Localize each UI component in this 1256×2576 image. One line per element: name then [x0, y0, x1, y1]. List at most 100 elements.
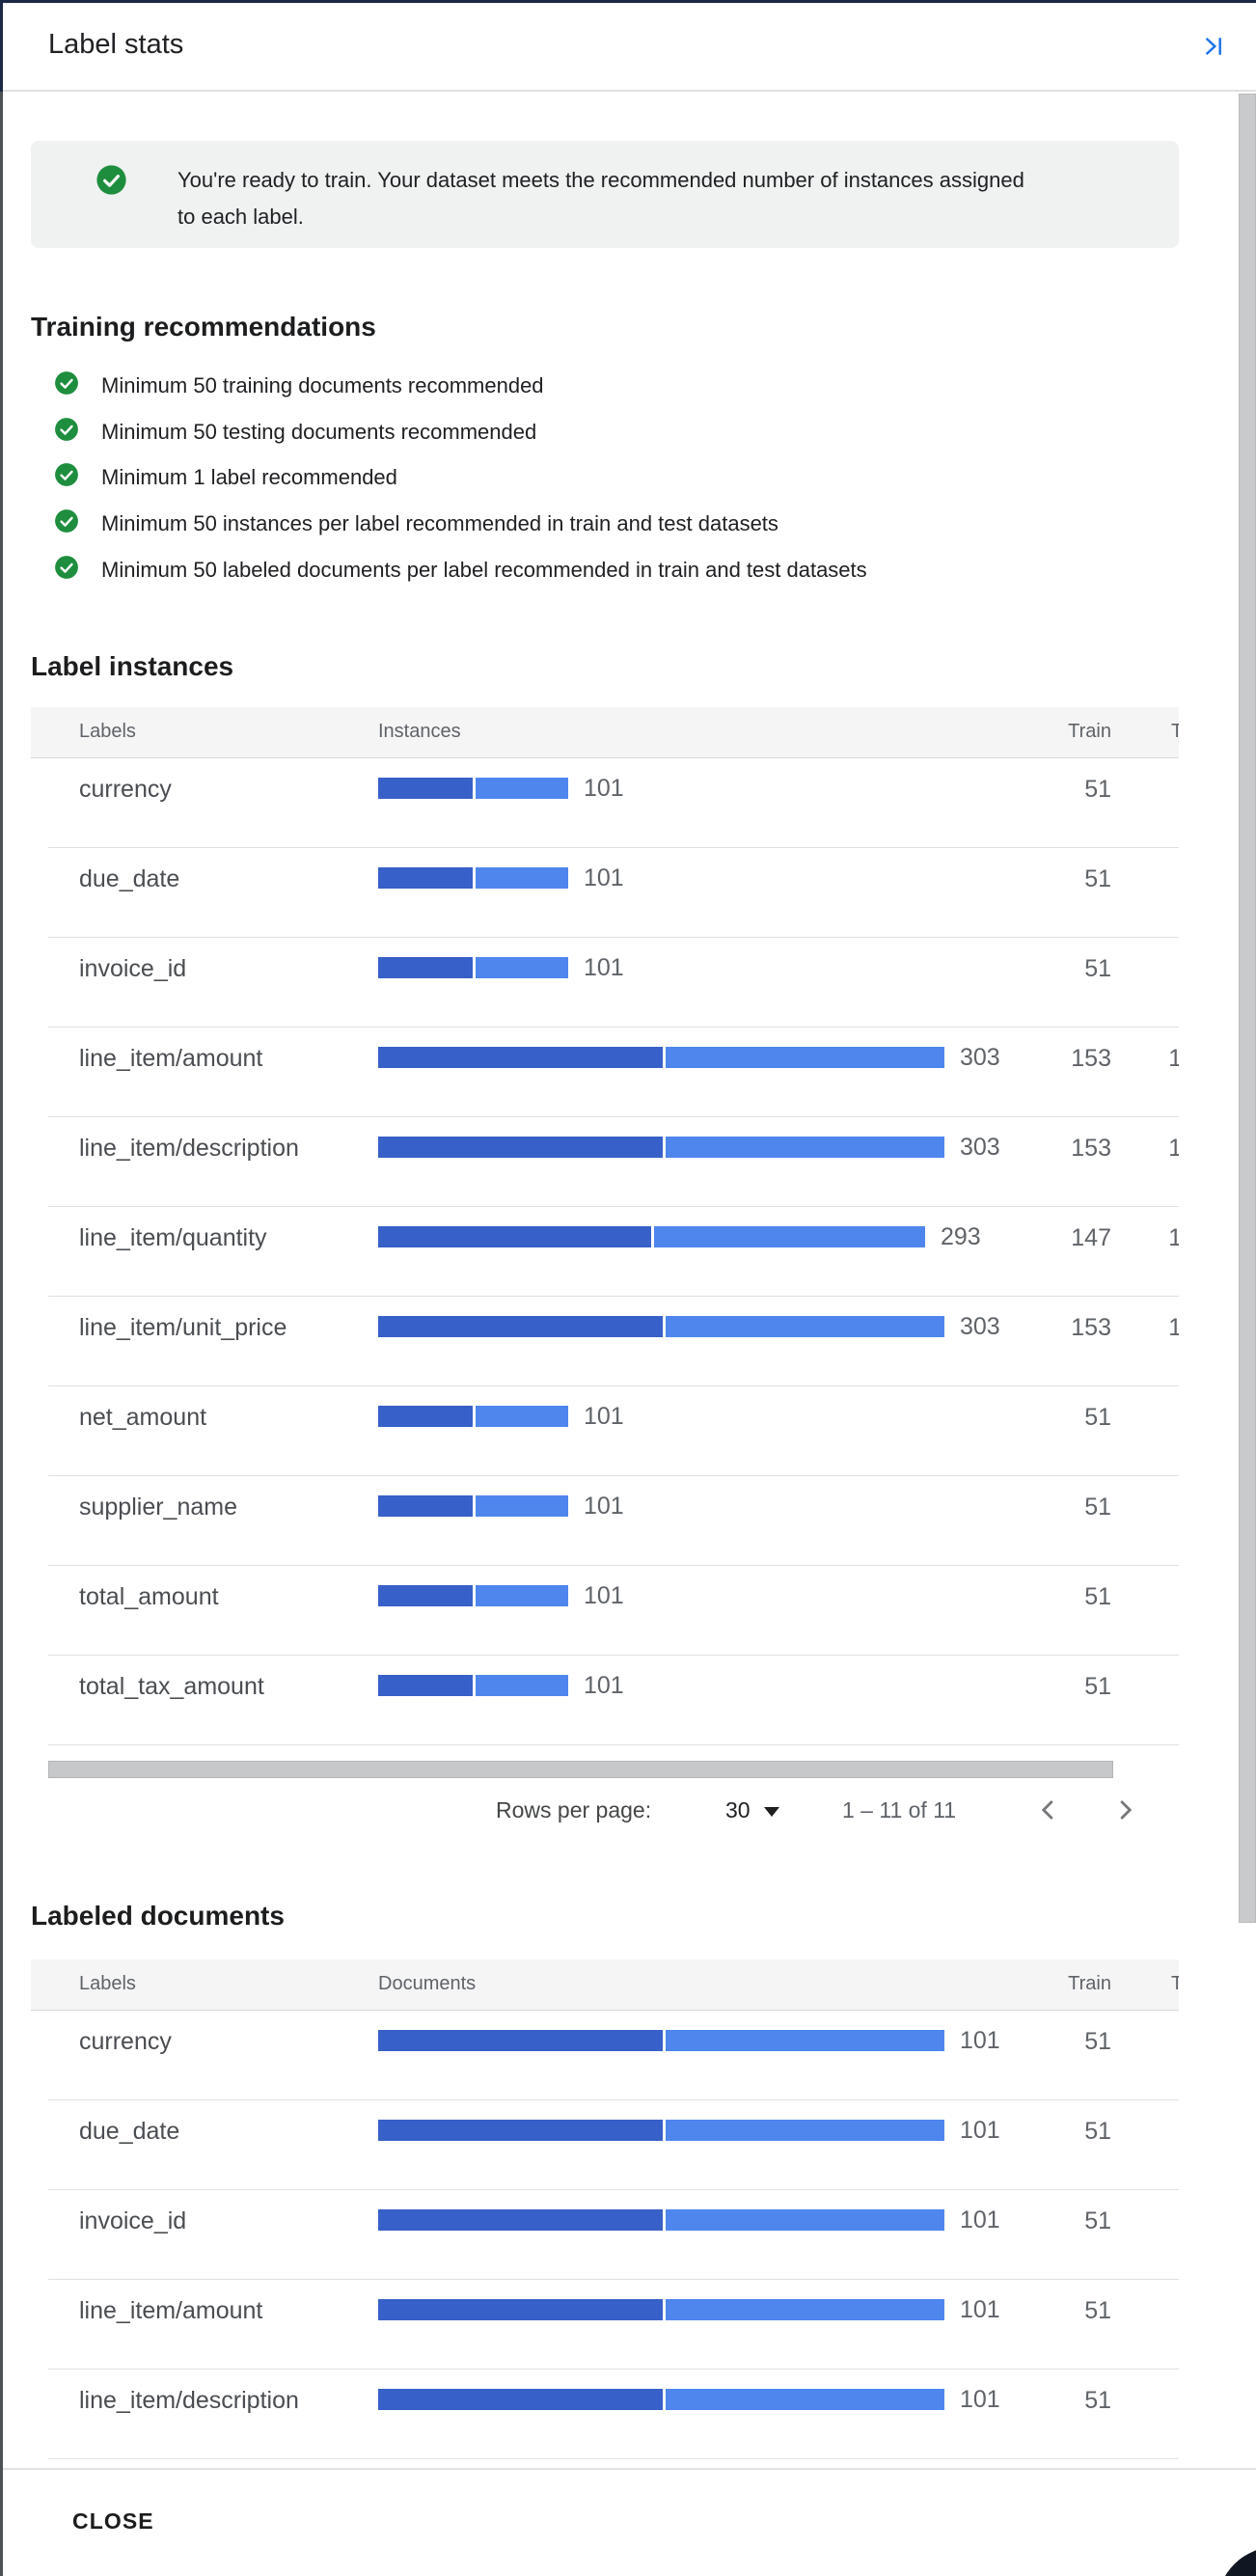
train-value: 51: [1084, 865, 1111, 892]
table-row: currency 101 5150: [31, 2011, 1179, 2100]
instances-bar: 101: [378, 1403, 624, 1430]
row-divider: [48, 1296, 1179, 1297]
bar-value: 101: [584, 1671, 624, 1699]
bar-value: 101: [584, 1492, 624, 1520]
close-button[interactable]: CLOSE: [58, 2497, 169, 2546]
instances-bar: 101: [378, 2027, 1000, 2054]
rows-per-page-label: Rows per page:: [496, 1797, 652, 1822]
bar-value: 101: [960, 2206, 1000, 2233]
test-bar-segment: [666, 1316, 944, 1337]
train-bar-segment: [378, 2209, 663, 2231]
test-bar-segment: [476, 1406, 568, 1427]
check-circle-icon: [54, 555, 79, 586]
row-label: line_item/description: [79, 2387, 299, 2414]
bar-value: 101: [584, 863, 624, 891]
table-header-row: Labels Instances Train Test: [31, 707, 1179, 758]
row-label: line_item/unit_price: [79, 1314, 287, 1341]
recommendation-item: Minimum 50 instances per label recommend…: [54, 509, 778, 538]
bar-value: 303: [960, 1043, 1000, 1071]
bar-value: 101: [584, 953, 624, 981]
test-value: 50: [1112, 1583, 1179, 1611]
test-bar-segment: [476, 1675, 568, 1696]
ready-to-train-banner: You're ready to train. Your dataset meet…: [31, 141, 1179, 248]
table-row: total_amount 101 5150: [31, 1566, 1179, 1656]
chevron-right-icon: [1111, 1800, 1138, 1826]
test-bar-segment: [666, 2209, 944, 2231]
train-value: 51: [1084, 1673, 1111, 1700]
table-row: invoice_id 101 5150: [31, 938, 1179, 1028]
instances-bar: 293: [378, 1223, 981, 1250]
banner-message: You're ready to train. Your dataset meet…: [177, 168, 1024, 229]
instances-bar: 303: [378, 1044, 1000, 1071]
bar-value: 101: [960, 2026, 1000, 2054]
table-header-row: Labels Documents Train Test: [31, 1959, 1179, 2011]
train-value: 51: [1084, 2028, 1111, 2055]
table-row: line_item/amount 303 153 150: [31, 1028, 1179, 1117]
column-header-labels: Labels: [79, 721, 136, 742]
table-row: line_item/description 101 5150: [31, 2370, 1179, 2459]
row-label: line_item/amount: [79, 1045, 263, 1072]
train-value: 51: [1084, 1583, 1111, 1610]
collapse-panel-button[interactable]: [1196, 30, 1229, 63]
column-header-test: Test: [1171, 721, 1179, 742]
instances-bar: 101: [378, 2206, 1000, 2233]
training-recommendations-heading: Training recommendations: [31, 312, 376, 342]
train-value: 153: [1071, 1135, 1111, 1162]
next-page-button[interactable]: [1111, 1796, 1138, 1823]
row-label: line_item/quantity: [79, 1224, 267, 1251]
test-value: 150: [1168, 1135, 1179, 1162]
previous-page-button[interactable]: [1035, 1796, 1062, 1823]
test-bar-segment: [666, 2120, 944, 2141]
keyboard-tab-icon: [1196, 33, 1229, 60]
test-bar-segment: [476, 1585, 568, 1606]
row-divider: [48, 2369, 1179, 2370]
test-bar-segment: [476, 867, 568, 889]
test-value: 146: [1168, 1224, 1179, 1251]
table-row: line_item/amount 101 5150: [31, 2280, 1179, 2370]
vertical-scrollbar[interactable]: [1239, 94, 1256, 1923]
test-value: 50: [1112, 2028, 1179, 2056]
rows-per-page-select[interactable]: 30: [725, 1796, 779, 1823]
row-label: line_item/description: [79, 1135, 299, 1162]
instances-bar: 101: [378, 775, 624, 802]
recommendation-item: Minimum 50 training documents recommende…: [54, 371, 544, 400]
test-value: 50: [1112, 2387, 1179, 2415]
instances-bar: 101: [378, 863, 624, 891]
train-bar-segment: [378, 1675, 473, 1696]
train-value: 51: [1084, 2387, 1111, 2414]
test-bar-segment: [666, 1137, 944, 1158]
column-header-train: Train: [1068, 721, 1111, 742]
train-value: 51: [1084, 2118, 1111, 2145]
horizontal-scrollbar[interactable]: [48, 1761, 1113, 1778]
page-title: Label stats: [48, 29, 184, 60]
panel-footer: CLOSE: [0, 2468, 1256, 2576]
test-bar-segment: [654, 1226, 925, 1247]
instances-bar: 101: [378, 2386, 1000, 2413]
train-bar-segment: [378, 1047, 663, 1068]
train-bar-segment: [378, 1316, 663, 1337]
test-value: 50: [1112, 2207, 1179, 2235]
row-divider: [48, 2189, 1179, 2190]
chevron-left-icon: [1035, 1800, 1062, 1826]
train-bar-segment: [378, 2389, 663, 2410]
train-bar-segment: [378, 2030, 663, 2051]
dropdown-caret-icon: [763, 1807, 779, 1817]
row-label: supplier_name: [79, 1494, 237, 1521]
table-row: line_item/description 303 153 150: [31, 1117, 1179, 1207]
table-row: invoice_id 101 5150: [31, 2190, 1179, 2280]
train-bar-segment: [378, 778, 473, 799]
recommendation-item: Minimum 50 testing documents recommended: [54, 418, 536, 447]
row-divider: [48, 1116, 1179, 1117]
test-value: 50: [1112, 2297, 1179, 2325]
labeled-documents-heading: Labeled documents: [31, 1901, 285, 1931]
table-row: due_date 101 5150: [31, 848, 1179, 938]
check-circle-icon: [54, 417, 79, 448]
train-value: 51: [1084, 1494, 1111, 1521]
train-value: 51: [1084, 2207, 1111, 2234]
panel-left-edge: [0, 0, 3, 2576]
column-header-instances: Instances: [378, 721, 461, 742]
train-value: 51: [1084, 955, 1111, 982]
train-value: 51: [1084, 776, 1111, 803]
table-row: net_amount 101 5150: [31, 1386, 1179, 1476]
row-label: net_amount: [79, 1404, 207, 1431]
